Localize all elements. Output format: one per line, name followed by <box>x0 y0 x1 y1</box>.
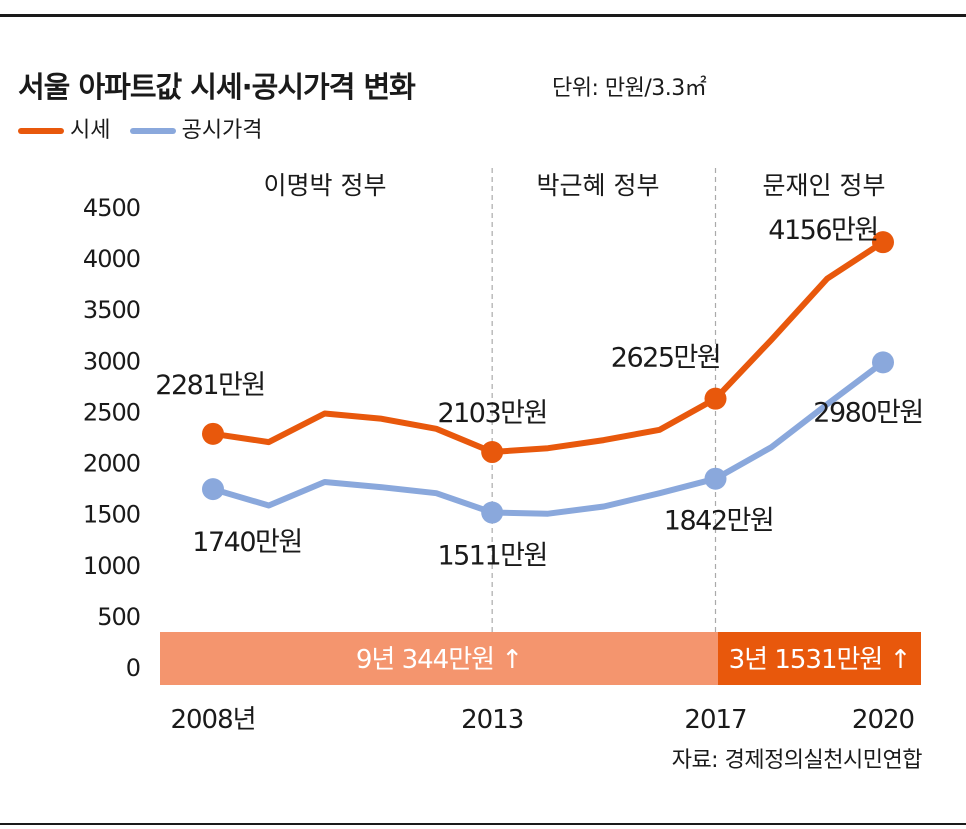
legend: 시세 공시가격 <box>18 112 277 144</box>
legend-swatch-official <box>129 128 176 134</box>
legend-swatch-market <box>18 128 64 134</box>
y-tick-label-0: 0 <box>126 654 140 682</box>
data-label-market-2013: 2103만원 <box>437 398 546 429</box>
y-tick-label-2000: 2000 <box>83 450 140 478</box>
period-label: 이명박 정부 <box>264 171 387 200</box>
data-label-market-2017: 2625만원 <box>611 343 720 374</box>
source-note: 자료: 경제정의실천시민연합 <box>671 748 923 773</box>
x-tick-label-2008: 2008년 <box>170 705 255 735</box>
y-tick-label-3500: 3500 <box>83 296 140 324</box>
data-label-official-2017: 1842만원 <box>664 506 773 537</box>
data-point-market-2020 <box>872 231 894 254</box>
legend-label-official: 공시가격 <box>181 118 263 143</box>
y-tick-label-1000: 1000 <box>83 552 140 580</box>
data-point-official-2020 <box>872 351 894 374</box>
unit-label: 단위: 만원/3.3㎡ <box>552 76 707 101</box>
bottom-rule <box>0 823 966 825</box>
series-line-market <box>210 239 886 455</box>
data-point-market-2008 <box>202 422 224 445</box>
data-label-official-2013: 1511만원 <box>437 541 546 572</box>
series-line-official <box>210 359 886 517</box>
x-tick-label-2020: 2020 <box>852 705 914 735</box>
data-point-market-2013 <box>481 441 504 464</box>
data-point-market-2017 <box>704 387 727 410</box>
y-tick-label-2500: 2500 <box>83 398 140 426</box>
increase-band-label-2: 3년 1531만원 ↑ <box>729 645 911 675</box>
y-tick-label-3000: 3000 <box>83 347 140 375</box>
period-label: 박근혜 정부 <box>537 171 660 200</box>
legend-label-market: 시세 <box>70 118 111 143</box>
period-label: 문재인 정부 <box>763 171 886 200</box>
legend-item-official: 공시가격 <box>129 112 263 144</box>
x-tick-label-2017: 2017 <box>684 705 746 735</box>
data-label-official-2008: 1740만원 <box>192 527 301 558</box>
data-point-official-2013 <box>481 501 504 524</box>
data-label-market-2008: 2281만원 <box>155 370 264 401</box>
data-point-official-2008 <box>202 478 224 501</box>
top-rule <box>0 14 966 17</box>
increase-band-2 <box>718 632 921 685</box>
data-label-official-2020: 2980만원 <box>813 397 922 428</box>
y-tick-label-500: 500 <box>97 603 140 631</box>
y-tick-label-1500: 1500 <box>83 501 140 529</box>
y-tick-label-4500: 4500 <box>83 194 140 222</box>
legend-item-market: 시세 <box>18 112 110 144</box>
data-label-market-2020: 4156만원 <box>768 215 877 246</box>
increase-band-label-1: 9년 344만원 ↑ <box>356 645 522 675</box>
y-tick-label-4000: 4000 <box>83 245 140 273</box>
x-tick-label-2013: 2013 <box>461 705 523 735</box>
increase-band-1 <box>160 632 718 685</box>
data-point-official-2017 <box>704 467 727 490</box>
chart-title: 서울 아파트값 시세·공시가격 변화 <box>18 70 416 104</box>
